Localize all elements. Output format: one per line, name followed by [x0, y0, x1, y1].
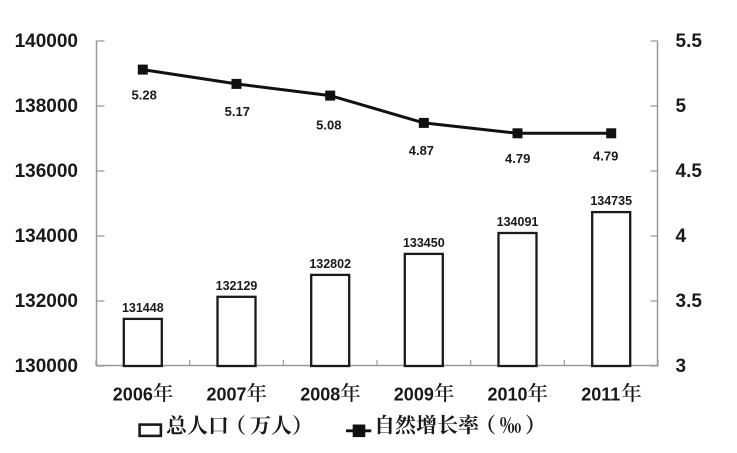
- svg-text:134091: 134091: [497, 215, 539, 229]
- svg-text:5.5: 5.5: [676, 31, 703, 52]
- svg-text:5: 5: [676, 96, 687, 117]
- svg-text:2006: 2006: [113, 384, 153, 404]
- svg-text:2007: 2007: [207, 384, 247, 404]
- svg-text:4.79: 4.79: [593, 149, 618, 164]
- svg-text:132802: 132802: [309, 257, 351, 271]
- svg-text:130000: 130000: [15, 356, 78, 377]
- svg-text:132129: 132129: [216, 279, 258, 293]
- svg-text:5.08: 5.08: [316, 118, 341, 133]
- svg-text:132000: 132000: [15, 291, 78, 312]
- svg-text:134735: 134735: [590, 194, 632, 208]
- svg-text:131448: 131448: [122, 301, 164, 315]
- svg-text:4.87: 4.87: [409, 143, 434, 158]
- svg-text:4: 4: [676, 226, 687, 247]
- svg-text:2010: 2010: [488, 384, 528, 404]
- svg-text:138000: 138000: [15, 96, 78, 117]
- svg-text:4.5: 4.5: [676, 161, 703, 182]
- svg-text:2009: 2009: [394, 384, 434, 404]
- svg-text:3: 3: [676, 356, 687, 377]
- svg-text:140000: 140000: [15, 31, 78, 52]
- svg-text:5.28: 5.28: [132, 88, 157, 103]
- svg-text:3.5: 3.5: [676, 291, 703, 312]
- svg-text:133450: 133450: [403, 236, 445, 250]
- svg-text:4.79: 4.79: [505, 151, 530, 166]
- svg-text:2008: 2008: [300, 384, 340, 404]
- svg-text:136000: 136000: [15, 161, 78, 182]
- svg-text:2011: 2011: [581, 384, 620, 404]
- svg-text:134000: 134000: [15, 226, 78, 247]
- svg-text:5.17: 5.17: [225, 104, 250, 119]
